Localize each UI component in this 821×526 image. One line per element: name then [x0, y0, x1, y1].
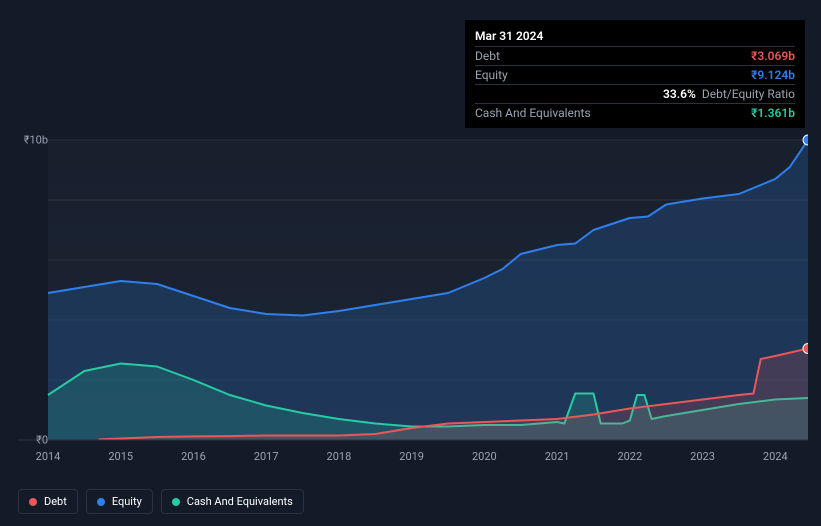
x-axis-label: 2022 — [617, 450, 642, 463]
legend-label: Equity — [112, 495, 142, 508]
tooltip-row-suffix: Debt/Equity Ratio — [702, 87, 795, 101]
tooltip: Mar 31 2024 Debt ₹3.069b Equity ₹9.124b 33.6… — [465, 20, 805, 128]
tooltip-row-label: Equity — [475, 68, 508, 82]
x-axis-label: 2024 — [763, 450, 788, 463]
legend-item-cash-and-equivalents[interactable]: Cash And Equivalents — [161, 489, 304, 514]
legend-item-equity[interactable]: Equity — [86, 489, 153, 514]
chart-area: ₹10b ₹0 2014 2015 2016 2017 2018 2019 2020 2021 2… — [18, 120, 808, 470]
x-axis-label: 2023 — [690, 450, 715, 463]
x-axis-label: 2017 — [254, 450, 279, 463]
y-axis-label: ₹0 — [36, 434, 48, 447]
x-axis-label: 2020 — [472, 450, 497, 463]
tooltip-row-value: ₹3.069b — [751, 49, 795, 63]
legend-dot — [172, 498, 180, 506]
legend-label: Debt — [44, 495, 67, 508]
tooltip-row: 33.6%Debt/Equity Ratio — [475, 84, 795, 103]
legend-dot — [29, 498, 37, 506]
x-axis-label: 2014 — [36, 450, 61, 463]
chart-svg — [18, 120, 808, 445]
x-axis-label: 2016 — [181, 450, 206, 463]
tooltip-date: Mar 31 2024 — [475, 26, 795, 46]
legend: Debt Equity Cash And Equivalents — [18, 489, 304, 514]
tooltip-row: Equity ₹9.124b — [475, 65, 795, 84]
y-axis-label: ₹10b — [24, 134, 48, 147]
x-axis-label: 2019 — [399, 450, 424, 463]
x-axis-label: 2018 — [327, 450, 352, 463]
legend-dot — [97, 498, 105, 506]
tooltip-row-value: ₹1.361b — [751, 106, 795, 120]
tooltip-row: Debt ₹3.069b — [475, 46, 795, 65]
tooltip-row-label: Debt — [475, 49, 500, 63]
tooltip-row-label: Cash And Equivalents — [475, 106, 591, 120]
x-axis-label: 2015 — [108, 450, 133, 463]
tooltip-row-value: 33.6%Debt/Equity Ratio — [663, 87, 795, 101]
x-axis-label: 2021 — [545, 450, 570, 463]
legend-label: Cash And Equivalents — [187, 495, 293, 508]
tooltip-row-value: ₹9.124b — [751, 68, 795, 82]
legend-item-debt[interactable]: Debt — [18, 489, 78, 514]
